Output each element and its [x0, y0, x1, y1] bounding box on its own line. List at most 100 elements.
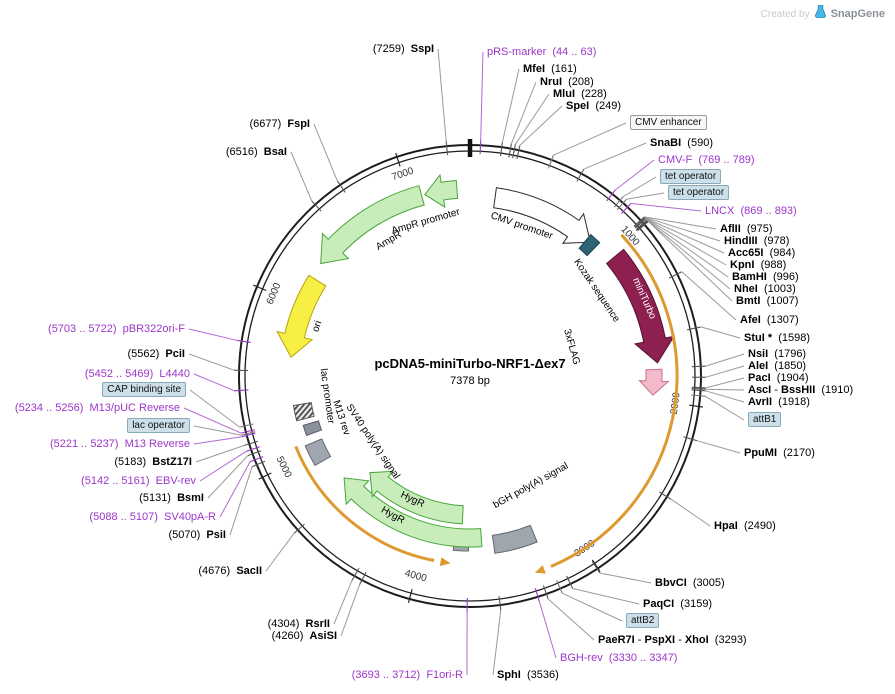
leader-line-kpnI	[645, 218, 727, 266]
leader-line-ppumI	[696, 440, 741, 454]
site-tick-pacI	[691, 386, 706, 389]
feature-hygr-inner[interactable]	[369, 470, 464, 525]
site-tick-attb2	[556, 580, 563, 594]
site-tick-asiSI	[359, 571, 367, 585]
leader-line-paqcI	[572, 588, 640, 605]
site-tick-cmv-f	[606, 189, 616, 202]
site-tick-sspI	[445, 141, 449, 156]
leader-line-sv40pa-r	[219, 461, 251, 518]
leader-line-hpaI	[670, 498, 711, 527]
scale-label-7000: 7000	[391, 166, 416, 184]
leader-line-fspI	[313, 123, 338, 181]
feature-hygr-outer[interactable]	[343, 477, 483, 548]
leader-line-bgh-rev	[538, 601, 557, 659]
scale-label-4000: 4000	[403, 568, 428, 585]
scale-tick	[258, 472, 272, 480]
site-tick-attb1	[691, 394, 706, 397]
leader-line-aflII	[644, 216, 717, 230]
site-tick-snabI	[576, 168, 585, 182]
feature-bgh-polya-signal[interactable]	[491, 524, 538, 554]
feature-tet-operator-sites[interactable]	[578, 233, 601, 257]
feature-ampr-promoter[interactable]	[424, 173, 459, 209]
site-tick-kpnI	[635, 218, 647, 229]
site-tick-paqcI	[566, 575, 574, 589]
site-tick-m13-reverse	[241, 432, 256, 438]
feature-sv40-polya[interactable]	[304, 438, 332, 467]
watermark-brand: SnapGene	[830, 8, 885, 20]
leader-line-attb1	[704, 395, 745, 421]
site-tick-fspI	[336, 180, 346, 193]
leader-line-nsiI	[705, 353, 745, 367]
site-tick-lac-operator	[241, 431, 256, 436]
leader-line-pacI	[705, 377, 745, 389]
feature-ampr[interactable]	[320, 185, 425, 265]
leader-line-sphI	[492, 609, 502, 676]
leader-line-psiI	[229, 466, 253, 536]
site-tick-nsiI	[691, 365, 706, 368]
leader-line-bmtI	[648, 221, 733, 302]
feature-label-bgh-polya-signal[interactable]: bGH poly(A) signal	[492, 461, 571, 511]
leader-line-snabI	[583, 142, 647, 170]
site-tick-bmtI	[637, 221, 649, 232]
site-tick-avrII	[691, 389, 706, 392]
site-tick-bsaI	[311, 200, 322, 212]
leader-line-mfeI	[501, 68, 520, 143]
site-tick-tet-operator-2	[616, 198, 627, 211]
leader-line-afeI	[681, 271, 737, 321]
site-tick-sphI	[498, 596, 502, 611]
leader-line-bstz17I	[195, 444, 245, 463]
leader-line-nheI	[647, 220, 731, 290]
site-tick-afeI	[668, 271, 683, 279]
site-tick-acc65I	[634, 217, 646, 228]
leader-line-stuI	[700, 326, 741, 339]
site-tick-stuI	[686, 326, 701, 331]
scale-label-5000: 5000	[274, 455, 294, 480]
site-tick-tet-operator-1	[613, 196, 624, 208]
leader-line-cap-binding-site	[189, 389, 240, 428]
site-tick-sacII	[293, 523, 305, 534]
leader-line-rsrII	[333, 580, 353, 625]
site-tick-bgh-rev	[534, 588, 540, 602]
scale-tick	[689, 404, 703, 408]
feature-flag-tag[interactable]	[638, 368, 670, 396]
site-tick-hpaI	[659, 491, 672, 500]
leader-line-lac-operator	[193, 425, 242, 436]
feature-insert-arc-right[interactable]	[550, 233, 679, 568]
site-tick-psiI	[251, 460, 266, 468]
watermark-prefix: Created by	[760, 8, 810, 20]
leader-line-l4440	[193, 373, 235, 392]
leader-line-pbr322ori-f	[188, 328, 237, 341]
site-tick-nheI	[636, 220, 649, 231]
watermark: Created by SnapGene	[761, 5, 885, 23]
site-tick-mluI	[512, 144, 516, 159]
plasmid-size: 7378 bp	[450, 375, 490, 387]
leader-line-ascI-bsshII	[705, 388, 745, 391]
feature-lac-region-block[interactable]	[292, 402, 315, 422]
feature-miniturbo[interactable]	[605, 248, 676, 364]
feature-label-sv40-polya[interactable]: SV40 poly(A) signal	[343, 402, 401, 481]
leader-line-cmv-enhancer	[553, 122, 627, 156]
leader-line-mluI	[514, 93, 550, 145]
site-tick-m13-puc-reverse	[240, 429, 255, 434]
site-tick-mfeI	[499, 142, 503, 157]
site-tick-lncx	[620, 203, 632, 214]
site-tick-nruI	[508, 143, 512, 158]
scale-tick	[591, 559, 601, 573]
feature-insert-arc-bottom[interactable]	[294, 445, 435, 562]
feature-m13-rev-block[interactable]	[302, 420, 323, 437]
scale-label-6000: 6000	[265, 281, 284, 306]
feature-ori[interactable]	[276, 274, 327, 358]
site-tick-prs-marker	[479, 140, 482, 155]
site-tick-hindIII	[633, 216, 645, 228]
site-tick-bsmI	[247, 450, 262, 457]
feature-label-ori[interactable]: ori	[310, 319, 324, 333]
site-tick-ppumI	[683, 436, 698, 442]
feature-cmv-promoter[interactable]	[493, 187, 592, 244]
site-tick-ascI-bsshII	[691, 387, 706, 390]
site-tick-bstz17I	[244, 440, 258, 446]
leader-line-bamHI	[646, 219, 729, 278]
leader-line-prs-marker	[480, 51, 484, 141]
leader-line-bbvcI	[599, 572, 652, 584]
scale-tick	[407, 589, 413, 603]
leader-line-sacII	[265, 533, 295, 572]
